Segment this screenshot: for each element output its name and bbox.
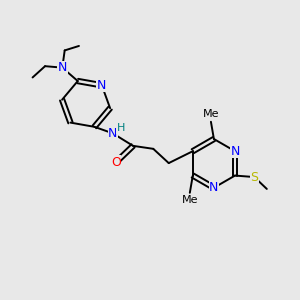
Text: N: N (58, 61, 67, 74)
Text: N: N (209, 181, 219, 194)
Text: S: S (250, 170, 258, 184)
Text: N: N (230, 145, 240, 158)
Text: Me: Me (203, 110, 219, 119)
Text: O: O (111, 156, 121, 169)
Text: N: N (108, 127, 118, 140)
Text: H: H (116, 123, 125, 133)
Text: Me: Me (182, 195, 198, 205)
Text: N: N (97, 79, 106, 92)
